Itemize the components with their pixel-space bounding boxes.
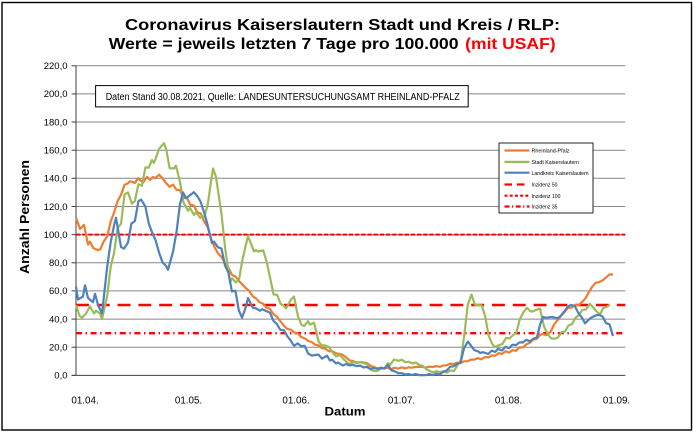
svg-text:01.05.: 01.05. — [175, 396, 202, 407]
svg-text:Rheinland-Pfalz: Rheinland-Pfalz — [532, 149, 570, 155]
svg-text:Coronavirus Kaiserslautern Sta: Coronavirus Kaiserslautern Stadt und Kre… — [125, 17, 560, 34]
svg-text:Datum: Datum — [325, 407, 366, 419]
svg-text:20,0: 20,0 — [49, 343, 68, 354]
svg-text:40,0: 40,0 — [49, 314, 68, 325]
svg-text:Werte = jeweils letzten 7 Tage: Werte = jeweils letzten 7 Tage pro 100.0… — [109, 36, 459, 53]
svg-text:80,0: 80,0 — [49, 258, 68, 269]
svg-text:01.07.: 01.07. — [388, 396, 415, 407]
svg-text:220,0: 220,0 — [44, 61, 68, 72]
svg-text:100,0: 100,0 — [44, 230, 68, 241]
svg-text:(mit USAF): (mit USAF) — [465, 36, 555, 53]
svg-text:Daten Stand 30.08.2021, Quelle: Daten Stand 30.08.2021, Quelle: LANDESUN… — [106, 92, 460, 103]
svg-text:200,0: 200,0 — [44, 89, 68, 100]
svg-text:0,0: 0,0 — [54, 371, 67, 382]
svg-text:60,0: 60,0 — [49, 286, 68, 297]
svg-text:Inzidenz 50: Inzidenz 50 — [532, 183, 558, 189]
svg-text:01.09.: 01.09. — [603, 396, 630, 407]
svg-text:Stadt Kaiserslautern: Stadt Kaiserslautern — [532, 160, 580, 166]
svg-text:Inzidenz 35: Inzidenz 35 — [532, 205, 558, 211]
svg-text:120,0: 120,0 — [44, 202, 68, 213]
svg-text:Landkreis Kaiserslautern: Landkreis Kaiserslautern — [532, 171, 589, 177]
svg-text:160,0: 160,0 — [44, 146, 68, 157]
svg-text:180,0: 180,0 — [44, 117, 68, 128]
svg-text:01.06.: 01.06. — [282, 396, 309, 407]
svg-text:01.08.: 01.08. — [495, 396, 522, 407]
svg-text:140,0: 140,0 — [44, 174, 68, 185]
svg-text:Anzahl Personen: Anzahl Personen — [18, 160, 32, 274]
svg-text:01.04.: 01.04. — [71, 396, 98, 407]
svg-text:Inzidenz 100: Inzidenz 100 — [532, 194, 561, 200]
